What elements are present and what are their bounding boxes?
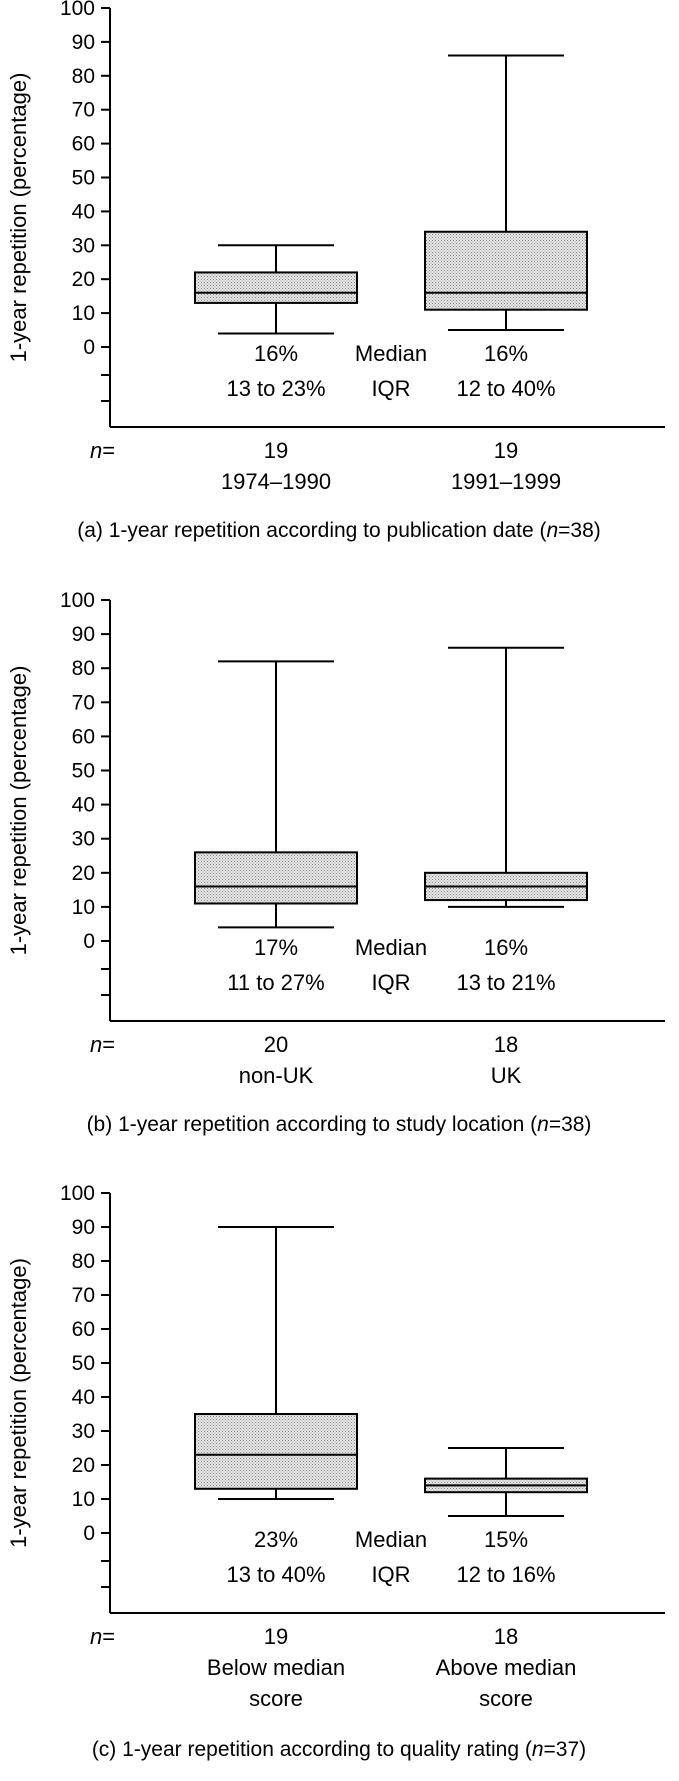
median-value-label: 23% (254, 1527, 298, 1552)
y-tick-label: 30 (72, 828, 95, 851)
category-label: non-UK (239, 1063, 314, 1088)
y-tick-label: 100 (60, 1182, 95, 1205)
y-tick-label: 60 (72, 133, 95, 156)
panel-caption: (b) 1-year repetition according to study… (87, 1113, 592, 1136)
iqr-legend-label: IQR (371, 1562, 410, 1587)
box-group-1: 16% 13 to 23% 19 1974–1990 (194, 244, 358, 494)
y-tick-label: 100 (60, 589, 95, 612)
y-axis-label: 1-year repetition (percentage) (6, 666, 31, 956)
category-label: 1974–1990 (221, 469, 331, 494)
n-count-label: 19 (264, 1624, 288, 1649)
box-group-2: 16% 13 to 21% 18 UK (424, 646, 588, 1088)
n-label: n= (90, 438, 115, 463)
y-tick-label: 30 (72, 1420, 95, 1443)
y-tick-label: 60 (72, 725, 95, 748)
panel-caption: (c) 1-year repetition according to quali… (92, 1738, 586, 1761)
iqr-value-label: 12 to 40% (456, 376, 555, 401)
y-tick-label: 40 (72, 1386, 95, 1409)
n-count-label: 18 (494, 1032, 518, 1057)
category-label: Above median (436, 1655, 577, 1680)
y-tick-label: 0 (83, 930, 95, 953)
chart-panel-c: 0 10 20 30 40 50 60 70 80 90 100 1-year repetition … (6, 1182, 665, 1761)
y-tick-label: 90 (72, 31, 95, 54)
y-tick-label: 90 (72, 1216, 95, 1239)
n-count-label: 19 (264, 438, 288, 463)
n-count-label: 18 (494, 1624, 518, 1649)
iqr-value-label: 13 to 23% (226, 376, 325, 401)
category-label: Below median (207, 1655, 345, 1680)
y-tick-label: 100 (60, 0, 95, 20)
category-label-line2: score (479, 1686, 533, 1711)
median-value-label: 16% (254, 341, 298, 366)
chart-panel-b: 0 10 20 30 40 50 60 70 80 90 100 1-year repetition … (6, 589, 665, 1136)
iqr-legend-label: IQR (371, 970, 410, 995)
iqr-box (194, 271, 358, 304)
iqr-box (194, 1413, 358, 1490)
category-label-line2: score (249, 1686, 303, 1711)
n-count-label: 20 (264, 1032, 288, 1057)
y-tick-label: 50 (72, 760, 95, 783)
y-axis-label: 1-year repetition (percentage) (6, 1258, 31, 1548)
iqr-value-label: 12 to 16% (456, 1562, 555, 1587)
median-legend-label: Median (355, 1527, 427, 1552)
y-tick-label: 80 (72, 657, 95, 680)
y-tick-label: 10 (72, 896, 95, 919)
y-tick-label: 90 (72, 623, 95, 646)
y-tick-label: 40 (72, 794, 95, 817)
iqr-legend-label: IQR (371, 376, 410, 401)
iqr-value-label: 11 to 27% (227, 970, 324, 995)
box-group-1: 17% 11 to 27% 20 non-UK (194, 660, 358, 1088)
box-group-2: 15% 12 to 16% 18 Above median score (424, 1447, 588, 1711)
y-tick-label: 80 (72, 65, 95, 88)
y-tick-label: 40 (72, 200, 95, 223)
n-label: n= (90, 1624, 115, 1649)
iqr-value-label: 13 to 21% (456, 970, 555, 995)
median-value-label: 17% (254, 935, 298, 960)
y-tick-label: 60 (72, 1318, 95, 1341)
iqr-value-label: 13 to 40% (226, 1562, 325, 1587)
median-value-label: 16% (484, 341, 528, 366)
box-group-1: 23% 13 to 40% 19 Below median score (194, 1226, 358, 1711)
y-tick-label: 0 (83, 1522, 95, 1545)
y-tick-label: 70 (72, 1284, 95, 1307)
iqr-box (424, 230, 588, 311)
iqr-box (194, 851, 358, 905)
y-tick-label: 30 (72, 234, 95, 257)
chart-panel-a: 0 10 20 30 40 50 60 70 80 90 100 1-year repetition … (6, 0, 665, 542)
y-tick-label: 20 (72, 268, 95, 291)
y-tick-label: 10 (72, 302, 95, 325)
n-count-label: 19 (494, 438, 518, 463)
y-tick-label: 70 (72, 691, 95, 714)
panel-caption: (a) 1-year repetition according to publi… (77, 519, 601, 542)
box-group-2: 16% 12 to 40% 19 1991–1999 (424, 54, 588, 494)
y-tick-label: 80 (72, 1250, 95, 1273)
y-tick-label: 50 (72, 167, 95, 190)
median-legend-label: Median (355, 341, 427, 366)
y-tick-label: 10 (72, 1488, 95, 1511)
n-label: n= (90, 1032, 115, 1057)
y-tick-label: 20 (72, 1454, 95, 1477)
y-tick-label: 70 (72, 99, 95, 122)
y-tick-label: 0 (83, 336, 95, 359)
category-label: 1991–1999 (451, 469, 561, 494)
median-value-label: 16% (484, 935, 528, 960)
median-value-label: 15% (484, 1527, 528, 1552)
y-axis-label: 1-year repetition (percentage) (6, 73, 31, 363)
y-tick-label: 50 (72, 1352, 95, 1375)
median-legend-label: Median (355, 935, 427, 960)
y-tick-label: 20 (72, 862, 95, 885)
category-label: UK (491, 1063, 522, 1088)
